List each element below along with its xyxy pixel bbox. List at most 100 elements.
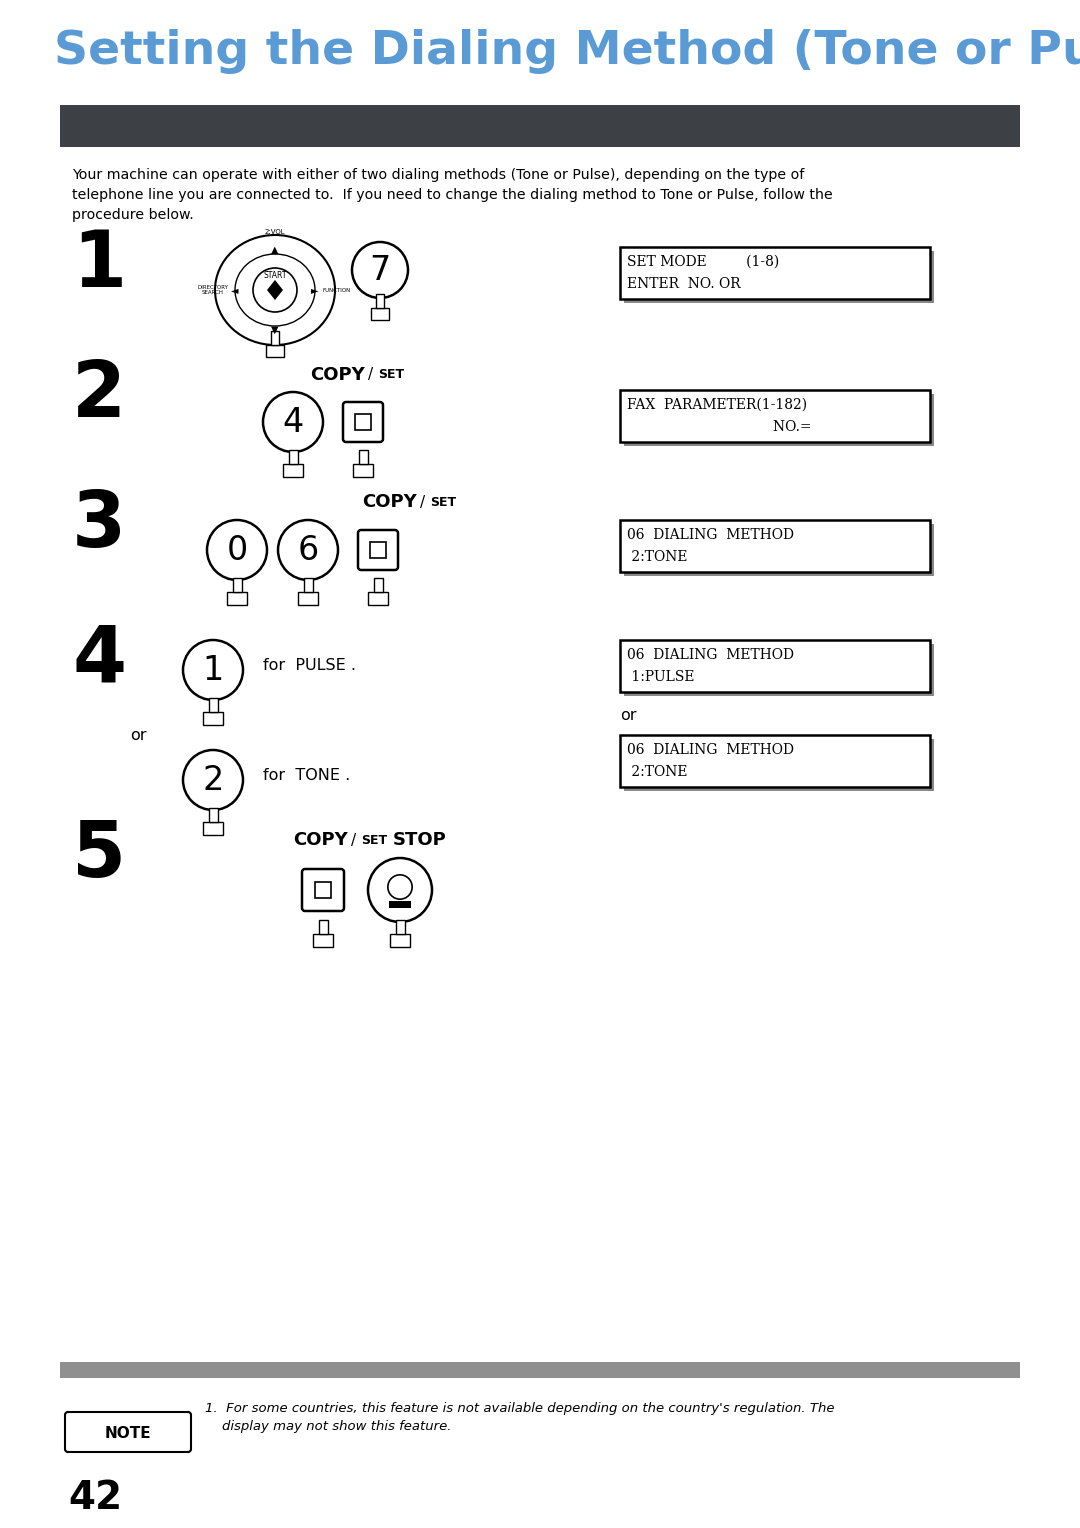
Bar [232, 578, 242, 591]
Ellipse shape [215, 235, 335, 345]
Text: 2:TONE: 2:TONE [627, 550, 688, 564]
Text: START: START [264, 272, 287, 281]
Text: FAX  PARAMETER(1-182): FAX PARAMETER(1-182) [627, 397, 807, 413]
Text: 42: 42 [68, 1479, 122, 1517]
Circle shape [183, 750, 243, 810]
Bar [203, 712, 222, 724]
Text: DIRECTORY
SEARCH: DIRECTORY SEARCH [198, 284, 229, 295]
Bar [355, 414, 370, 429]
Text: SET: SET [361, 833, 387, 847]
Text: 5: 5 [72, 817, 126, 892]
Circle shape [278, 520, 338, 581]
Text: for  PULSE .: for PULSE . [264, 657, 356, 672]
Text: SET: SET [378, 368, 404, 382]
Text: NO.=: NO.= [739, 420, 812, 434]
Text: Your machine can operate with either of two dialing methods (Tone or Pulse), dep: Your machine can operate with either of … [72, 168, 805, 182]
Bar [376, 295, 384, 309]
Bar [624, 524, 934, 576]
FancyBboxPatch shape [343, 402, 383, 442]
Bar [288, 449, 297, 465]
Bar [389, 900, 411, 908]
Bar [271, 332, 280, 345]
Bar [313, 934, 333, 947]
Circle shape [352, 241, 408, 298]
Text: 2: 2 [72, 358, 126, 432]
Text: FUNCTION: FUNCTION [323, 287, 351, 292]
Circle shape [388, 876, 413, 898]
Text: 0: 0 [227, 533, 247, 567]
Bar [620, 520, 930, 571]
Bar [624, 251, 934, 303]
Text: SET MODE         (1-8): SET MODE (1-8) [627, 255, 780, 269]
Bar [353, 465, 373, 477]
Bar [620, 735, 930, 787]
Bar [624, 394, 934, 446]
Text: 1.  For some countries, this feature is not available depending on the country's: 1. For some countries, this feature is n… [205, 1403, 835, 1415]
Bar [359, 449, 367, 465]
Text: or: or [620, 707, 636, 723]
Circle shape [183, 640, 243, 700]
Text: ▼: ▼ [271, 325, 279, 335]
FancyBboxPatch shape [302, 869, 345, 911]
Bar [395, 920, 405, 934]
Bar [208, 808, 217, 822]
Text: telephone line you are connected to.  If you need to change the dialing method t: telephone line you are connected to. If … [72, 188, 833, 202]
Circle shape [368, 859, 432, 921]
Text: STOP: STOP [393, 831, 447, 850]
Bar [283, 465, 302, 477]
Text: procedure below.: procedure below. [72, 208, 193, 222]
Text: display may not show this feature.: display may not show this feature. [205, 1420, 451, 1433]
Bar [624, 740, 934, 792]
Text: 7: 7 [369, 254, 391, 287]
Text: 1: 1 [202, 654, 224, 686]
Text: COPY: COPY [362, 494, 417, 510]
Text: /: / [368, 368, 373, 382]
Text: ENTER  NO. OR: ENTER NO. OR [627, 277, 741, 290]
Text: for  TONE .: for TONE . [264, 767, 350, 782]
Bar [620, 248, 930, 299]
Text: 2: 2 [202, 764, 224, 796]
Bar [60, 1361, 1020, 1378]
FancyBboxPatch shape [65, 1412, 191, 1452]
Ellipse shape [235, 254, 315, 325]
Text: 3: 3 [72, 487, 126, 562]
Text: or: or [130, 727, 147, 743]
Text: ▲: ▲ [271, 244, 279, 255]
Text: 06  DIALING  METHOD: 06 DIALING METHOD [627, 529, 794, 542]
Bar [624, 643, 934, 695]
Text: Setting the Dialing Method (Tone or Pulse): Setting the Dialing Method (Tone or Puls… [54, 29, 1080, 75]
Bar [227, 591, 247, 605]
Bar [208, 698, 217, 712]
Bar [60, 105, 1020, 147]
Text: ►: ► [311, 286, 319, 295]
Text: SET: SET [430, 495, 456, 509]
Bar [315, 882, 332, 898]
Text: 2:TONE: 2:TONE [627, 766, 688, 779]
Circle shape [264, 393, 323, 452]
Bar [303, 578, 312, 591]
Text: /: / [351, 833, 356, 848]
Text: NOTE: NOTE [105, 1427, 151, 1441]
Polygon shape [267, 280, 283, 299]
Circle shape [207, 520, 267, 581]
Text: COPY: COPY [293, 831, 348, 850]
Bar [370, 309, 390, 319]
Text: 1: 1 [72, 228, 126, 303]
Bar [319, 920, 327, 934]
Bar [390, 934, 410, 947]
Text: 2:VOL: 2:VOL [265, 229, 285, 235]
Bar [374, 578, 382, 591]
Bar [266, 345, 284, 358]
Text: 06  DIALING  METHOD: 06 DIALING METHOD [627, 648, 794, 662]
Text: 06  DIALING  METHOD: 06 DIALING METHOD [627, 743, 794, 756]
Text: 1:PULSE: 1:PULSE [627, 669, 694, 685]
Text: 4: 4 [72, 622, 126, 698]
Text: 6: 6 [297, 533, 319, 567]
Text: /: / [420, 495, 426, 509]
FancyBboxPatch shape [357, 530, 399, 570]
Text: 4: 4 [282, 405, 303, 439]
Bar [368, 591, 388, 605]
Bar [203, 822, 222, 834]
Bar [620, 640, 930, 692]
Text: COPY: COPY [310, 367, 365, 384]
